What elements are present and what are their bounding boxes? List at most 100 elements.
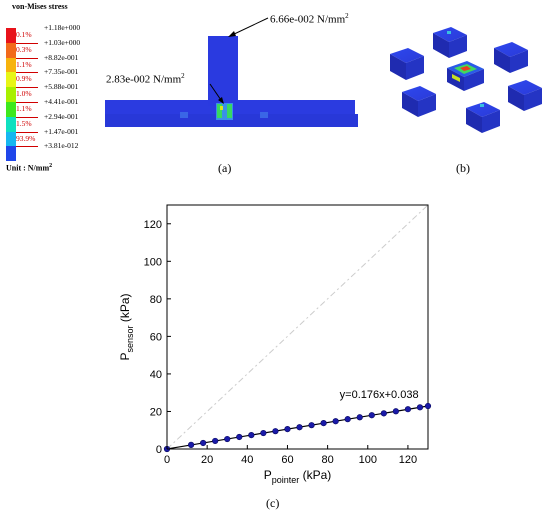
legend-value: +1.18e+000 <box>44 23 81 32</box>
caption-b: (b) <box>456 161 470 175</box>
legend-percent: 1.5% <box>16 118 32 128</box>
legend-separator <box>16 116 38 118</box>
annotation-mid: 2.83e-002 N/mm2 <box>106 72 185 86</box>
panel-b-figure <box>390 27 542 133</box>
data-point <box>356 414 363 421</box>
pad-bottom-right <box>508 80 542 111</box>
y-axis-label-main: P <box>118 353 132 361</box>
annotation-top: 6.66e-002 N/mm2 <box>270 12 349 26</box>
arrow-mid-head <box>218 97 224 104</box>
data-point <box>260 429 267 437</box>
legend-swatch <box>6 28 16 43</box>
y-tick-label: 0 <box>156 444 162 456</box>
pad-top-center <box>433 27 467 58</box>
annotation-top-text: 6.66e-002 N/mm <box>270 13 346 26</box>
x-axis-label-main: P <box>264 468 272 482</box>
data-point <box>416 404 424 411</box>
y-tick-label: 120 <box>144 219 162 231</box>
data-point <box>344 416 351 423</box>
legend-separator <box>16 131 38 133</box>
arrow-top-line <box>229 17 269 37</box>
pad-bottom-left <box>402 86 436 117</box>
stress-spot-green-left <box>217 104 222 118</box>
x-tick-label: 0 <box>164 454 170 466</box>
x-tick-label: 80 <box>321 454 333 466</box>
legend-value: +1.47e-001 <box>44 126 79 136</box>
pad-top-right <box>494 42 528 73</box>
stress-faint-left <box>180 112 188 118</box>
data-point <box>392 408 399 415</box>
pad-top-left <box>390 48 424 80</box>
legend-value: +5.88e-001 <box>44 82 79 92</box>
data-point <box>404 406 412 413</box>
data-point <box>332 418 339 425</box>
x-axis-label-sub: pointer <box>272 475 300 485</box>
legend-percent: 1.0% <box>16 89 32 99</box>
stress-faint-right <box>260 112 268 118</box>
legend-swatch <box>6 87 16 102</box>
y-tick-label: 40 <box>150 369 162 381</box>
legend-value: +2.94e-001 <box>44 111 79 121</box>
x-tick-label: 60 <box>281 454 293 466</box>
legend-separator <box>16 146 38 148</box>
stress-spot-yellow <box>220 106 223 110</box>
legend-unit-exp: 2 <box>49 163 53 169</box>
stress-spot-green-right <box>227 104 232 118</box>
data-point <box>187 441 195 448</box>
legend-separator <box>16 87 38 89</box>
legend-value: +8.82e-001 <box>44 52 79 62</box>
legend-separator <box>16 57 38 59</box>
legend-swatch <box>6 146 16 162</box>
legend-separator <box>16 102 38 103</box>
legend-separator <box>16 42 38 44</box>
legend-value: +4.41e-001 <box>44 97 79 106</box>
data-point <box>224 435 231 443</box>
pad-bottom-center <box>466 102 500 133</box>
legend-percent: 1.1% <box>16 104 32 113</box>
legend-value: +1.03e+000 <box>44 37 81 47</box>
arrow-top-head <box>228 31 236 37</box>
x-tick-label: 100 <box>359 454 377 466</box>
x-tick-label: 120 <box>399 454 417 466</box>
data-point <box>424 402 432 410</box>
legend-percent: 93.9% <box>16 133 36 143</box>
data-point <box>368 412 375 419</box>
x-axis-label: Ppointer (kPa) <box>264 468 332 485</box>
annotation-top-exp: 2 <box>345 12 349 20</box>
legend-percent: 0.9% <box>16 74 32 84</box>
data-point <box>296 424 303 431</box>
legend-swatch <box>6 72 16 88</box>
legend-percent: 0.3% <box>16 44 32 54</box>
annotation-mid-text: 2.83e-002 N/mm <box>106 73 182 86</box>
x-axis-label-unit: (kPa) <box>299 468 331 482</box>
y-axis-label: Psensor (kPa) <box>118 293 135 360</box>
data-point <box>320 419 327 427</box>
legend-percent: 0.1% <box>16 30 32 39</box>
legend-swatch <box>6 102 16 117</box>
pillar <box>208 36 238 106</box>
x-tick-label: 20 <box>201 454 213 466</box>
legend-separator <box>16 72 38 74</box>
fit-equation-label: y=0.176x+0.038 <box>340 389 419 401</box>
legend-unit-label: N/mm <box>27 163 50 173</box>
y-tick-label: 60 <box>150 331 162 343</box>
pad-center-stressed <box>447 61 484 91</box>
legend-value: +3.81e-012 <box>44 141 79 151</box>
x-tick-label: 40 <box>241 454 253 466</box>
data-point <box>212 437 219 445</box>
legend-swatch <box>6 42 16 58</box>
y-tick-label: 80 <box>150 294 162 306</box>
y-axis-label-unit: (kPa) <box>118 293 132 325</box>
data-point <box>380 410 387 417</box>
legend-swatch <box>6 116 16 132</box>
chart-svg: 0 20 40 60 80 100 120 0 20 40 60 80 100 120 y=0.176x+… <box>118 204 432 485</box>
legend-swatch <box>6 57 16 73</box>
data-point <box>272 428 279 435</box>
legend-unit: Unit : N/mm2 <box>6 163 52 173</box>
legend-title: von-Mises stress <box>12 2 68 11</box>
legend-percent: 1.1% <box>16 59 32 69</box>
legend-unit-prefix: Unit : <box>6 163 28 173</box>
legend-swatch <box>6 131 16 147</box>
data-point <box>248 432 255 439</box>
data-point <box>200 439 207 447</box>
